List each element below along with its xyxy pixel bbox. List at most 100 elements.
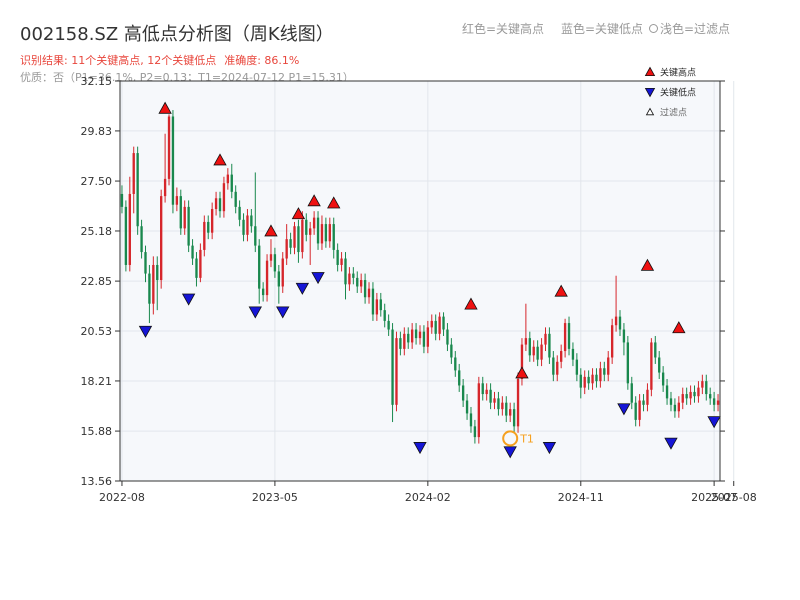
legend-gray-label: 浅色=过滤点 xyxy=(660,22,731,36)
x-tick-label: 2025-08 xyxy=(711,491,757,504)
legend-gray-note: 浅色=过滤点 xyxy=(649,20,730,37)
candle-body xyxy=(583,376,586,388)
y-tick-label: 13.56 xyxy=(81,475,113,488)
candle-body xyxy=(152,264,155,304)
candle-body xyxy=(712,398,716,405)
candle-body xyxy=(199,249,202,278)
legend-label: 关键高点 xyxy=(660,67,696,79)
y-tick-label: 32.15 xyxy=(81,75,113,88)
candle-body xyxy=(461,385,465,401)
candle-body xyxy=(175,196,179,205)
candle-body xyxy=(140,226,143,253)
candle-body xyxy=(261,288,265,296)
candle-body xyxy=(654,342,657,358)
candle-body xyxy=(595,374,598,382)
candle-body xyxy=(673,404,677,412)
candle-body xyxy=(163,178,167,197)
key-low-marker xyxy=(542,442,557,455)
key-low-marker xyxy=(413,442,427,455)
candle-body xyxy=(395,338,398,405)
candle-body xyxy=(418,331,422,339)
key-low-marker xyxy=(617,403,631,416)
candle-body xyxy=(610,325,614,358)
key-high-marker xyxy=(464,297,478,310)
candle-body xyxy=(144,252,147,274)
candle-body xyxy=(536,346,539,360)
candle-body xyxy=(524,338,528,345)
candle-body xyxy=(148,273,151,304)
candle-body xyxy=(650,342,653,390)
candle-body xyxy=(403,333,406,349)
candle-body xyxy=(661,372,665,386)
key-high-marker xyxy=(515,366,529,379)
candle-body xyxy=(469,413,473,427)
candle-body xyxy=(658,357,661,373)
candle-body xyxy=(171,116,175,205)
candle-body xyxy=(497,398,500,410)
candle-body xyxy=(399,338,402,349)
key-low-marker xyxy=(181,293,196,306)
candle-body xyxy=(603,368,606,375)
candle-body xyxy=(493,398,496,403)
candle-body xyxy=(285,239,288,259)
candle-body xyxy=(591,374,594,384)
candle-body xyxy=(191,245,194,259)
candle-body xyxy=(238,206,241,220)
x-tick-label: 2024-11 xyxy=(558,491,604,504)
hollow-circle-icon xyxy=(649,24,658,33)
candle-body xyxy=(269,254,273,261)
candle-body xyxy=(265,260,269,296)
key-high-marker xyxy=(264,224,278,237)
candle-body xyxy=(575,359,579,375)
summary-line: 识别结果: 11个关键高点, 12个关键低点 准确度: 86.1% xyxy=(20,52,299,68)
candle-body xyxy=(532,346,535,356)
key-high-marker xyxy=(672,321,686,334)
candle-body xyxy=(273,254,277,272)
candle-body xyxy=(242,219,245,235)
candle-body xyxy=(316,217,320,244)
candle-body xyxy=(571,348,575,360)
candle-body xyxy=(214,198,218,210)
candle-body xyxy=(438,316,441,334)
candle-body xyxy=(642,400,645,405)
candle-body xyxy=(336,249,339,265)
key-low-marker xyxy=(664,437,678,450)
candle-body xyxy=(332,224,335,250)
candle-body xyxy=(630,383,633,403)
candle-body xyxy=(689,391,692,399)
candle-body xyxy=(705,381,708,395)
candle-body xyxy=(520,344,524,380)
key-low-marker xyxy=(311,272,325,285)
candle-body xyxy=(450,344,453,358)
key-low-marker xyxy=(138,325,153,338)
candle-body xyxy=(187,206,190,246)
candle-body xyxy=(136,153,139,227)
legend-filtered-icon xyxy=(645,107,655,116)
t1-label: T1 xyxy=(519,432,534,445)
candle-body xyxy=(289,239,292,248)
key-low-marker xyxy=(707,416,721,429)
candle-body xyxy=(442,316,445,330)
candle-body xyxy=(716,400,720,405)
candle-body xyxy=(179,196,182,229)
x-tick-label: 2025-07 xyxy=(691,491,737,504)
key-high-marker xyxy=(307,194,321,207)
candle-body xyxy=(430,320,433,328)
candle-body xyxy=(293,226,296,248)
key-high-marker xyxy=(640,258,655,271)
x-tick-label: 2024-02 xyxy=(405,491,451,504)
candle-body xyxy=(512,409,516,427)
candle-body xyxy=(132,153,135,194)
candle-body xyxy=(552,357,555,375)
candle-body xyxy=(120,193,124,207)
candle-body xyxy=(328,224,331,242)
candle-body xyxy=(599,368,602,382)
candle-body xyxy=(669,398,673,405)
candle-body xyxy=(124,206,128,265)
candle-body xyxy=(348,273,351,285)
accuracy-text: 准确度: 86.1% xyxy=(224,54,300,67)
candle-body xyxy=(391,329,394,405)
candle-body xyxy=(210,209,214,233)
key-high-marker xyxy=(213,153,227,166)
